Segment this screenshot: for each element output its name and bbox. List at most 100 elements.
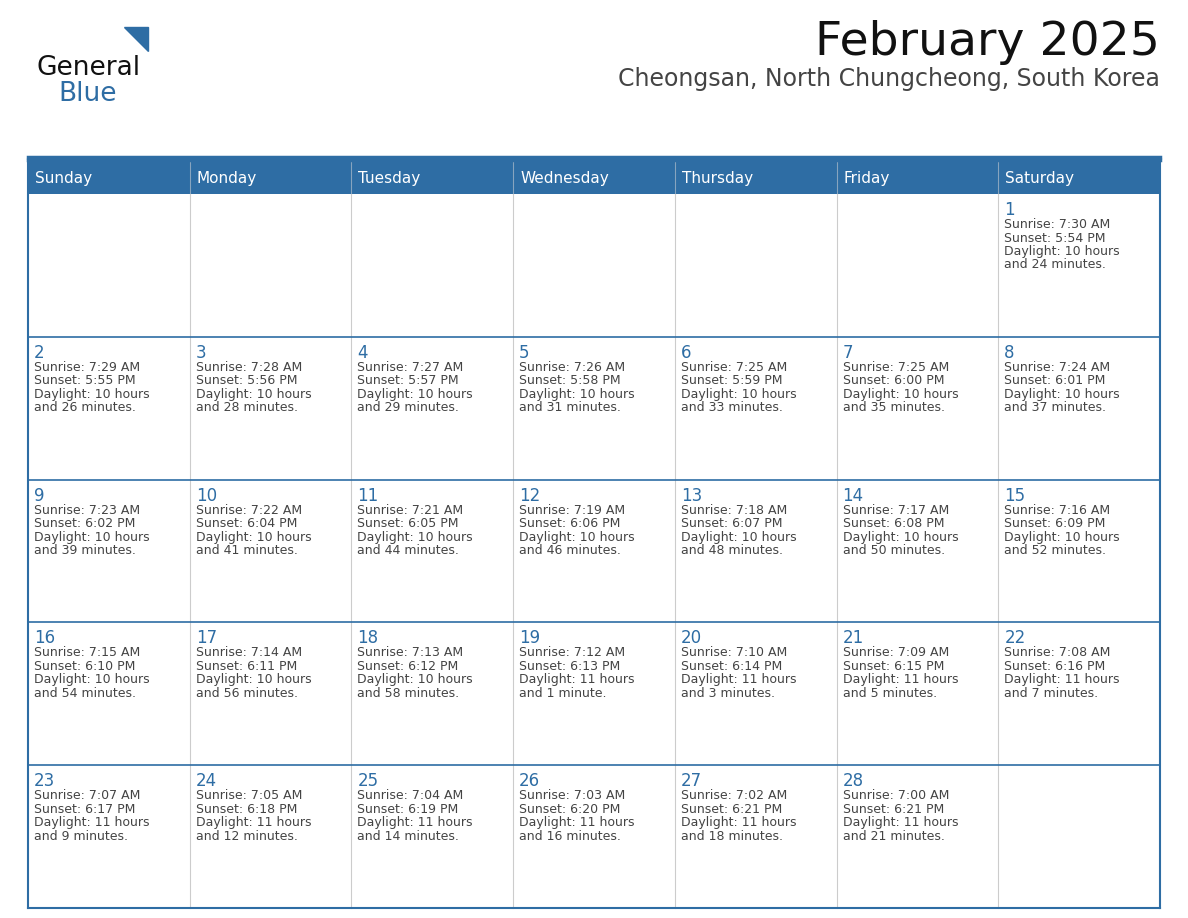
- Bar: [190, 337, 352, 479]
- Bar: [29, 337, 190, 479]
- Text: Sunset: 6:12 PM: Sunset: 6:12 PM: [358, 660, 459, 673]
- Text: Daylight: 10 hours: Daylight: 10 hours: [681, 531, 796, 543]
- Text: Daylight: 10 hours: Daylight: 10 hours: [34, 387, 150, 401]
- Text: 11: 11: [358, 487, 379, 505]
- Text: Sunrise: 7:09 AM: Sunrise: 7:09 AM: [842, 646, 949, 659]
- Text: Sunset: 6:15 PM: Sunset: 6:15 PM: [842, 660, 944, 673]
- Text: 8: 8: [1004, 344, 1015, 362]
- Text: Daylight: 11 hours: Daylight: 11 hours: [519, 816, 634, 829]
- Text: Daylight: 10 hours: Daylight: 10 hours: [681, 387, 796, 401]
- Text: Sunrise: 7:16 AM: Sunrise: 7:16 AM: [1004, 504, 1111, 517]
- Bar: [352, 766, 513, 908]
- Text: Sunrise: 7:30 AM: Sunrise: 7:30 AM: [1004, 218, 1111, 231]
- Text: 3: 3: [196, 344, 207, 362]
- Text: 17: 17: [196, 630, 217, 647]
- Text: Sunrise: 7:08 AM: Sunrise: 7:08 AM: [1004, 646, 1111, 659]
- Text: Sunrise: 7:14 AM: Sunrise: 7:14 AM: [196, 646, 302, 659]
- Text: Daylight: 10 hours: Daylight: 10 hours: [519, 387, 634, 401]
- Text: Daylight: 10 hours: Daylight: 10 hours: [358, 387, 473, 401]
- Text: and 39 minutes.: and 39 minutes.: [34, 544, 135, 557]
- Text: Sunset: 6:13 PM: Sunset: 6:13 PM: [519, 660, 620, 673]
- Bar: [998, 194, 1159, 337]
- Text: Sunset: 6:09 PM: Sunset: 6:09 PM: [1004, 517, 1106, 530]
- Text: Daylight: 11 hours: Daylight: 11 hours: [34, 816, 150, 829]
- Text: Sunset: 6:02 PM: Sunset: 6:02 PM: [34, 517, 135, 530]
- Text: Sunrise: 7:25 AM: Sunrise: 7:25 AM: [842, 361, 949, 374]
- Text: 26: 26: [519, 772, 541, 790]
- Text: 22: 22: [1004, 630, 1025, 647]
- Bar: [675, 337, 836, 479]
- Text: and 29 minutes.: and 29 minutes.: [358, 401, 460, 414]
- Text: Sunset: 6:19 PM: Sunset: 6:19 PM: [358, 802, 459, 816]
- Text: Sunrise: 7:04 AM: Sunrise: 7:04 AM: [358, 789, 463, 802]
- Text: Daylight: 10 hours: Daylight: 10 hours: [34, 674, 150, 687]
- Bar: [513, 337, 675, 479]
- Text: Sunrise: 7:10 AM: Sunrise: 7:10 AM: [681, 646, 788, 659]
- Text: Sunrise: 7:02 AM: Sunrise: 7:02 AM: [681, 789, 788, 802]
- Text: February 2025: February 2025: [815, 20, 1159, 65]
- Text: and 50 minutes.: and 50 minutes.: [842, 544, 944, 557]
- Text: and 3 minutes.: and 3 minutes.: [681, 687, 775, 700]
- Text: and 37 minutes.: and 37 minutes.: [1004, 401, 1106, 414]
- Text: and 5 minutes.: and 5 minutes.: [842, 687, 936, 700]
- Text: Friday: Friday: [843, 171, 890, 185]
- Bar: [998, 766, 1159, 908]
- Text: Sunset: 5:54 PM: Sunset: 5:54 PM: [1004, 231, 1106, 244]
- Text: Sunset: 6:01 PM: Sunset: 6:01 PM: [1004, 375, 1106, 387]
- Text: Daylight: 11 hours: Daylight: 11 hours: [519, 674, 634, 687]
- Bar: [352, 194, 513, 337]
- Text: Sunrise: 7:18 AM: Sunrise: 7:18 AM: [681, 504, 788, 517]
- Text: 20: 20: [681, 630, 702, 647]
- Text: Sunset: 5:57 PM: Sunset: 5:57 PM: [358, 375, 459, 387]
- Bar: [352, 337, 513, 479]
- Text: Sunset: 6:16 PM: Sunset: 6:16 PM: [1004, 660, 1106, 673]
- Text: Sunset: 6:11 PM: Sunset: 6:11 PM: [196, 660, 297, 673]
- Text: 7: 7: [842, 344, 853, 362]
- Text: General: General: [36, 55, 140, 81]
- Text: Cheongsan, North Chungcheong, South Korea: Cheongsan, North Chungcheong, South Kore…: [618, 67, 1159, 91]
- Text: Sunrise: 7:15 AM: Sunrise: 7:15 AM: [34, 646, 140, 659]
- Bar: [513, 766, 675, 908]
- Bar: [190, 766, 352, 908]
- Text: and 28 minutes.: and 28 minutes.: [196, 401, 298, 414]
- Text: Thursday: Thursday: [682, 171, 753, 185]
- Bar: [29, 479, 190, 622]
- Text: Sunset: 5:59 PM: Sunset: 5:59 PM: [681, 375, 783, 387]
- Text: Tuesday: Tuesday: [359, 171, 421, 185]
- Bar: [836, 479, 998, 622]
- Text: Sunrise: 7:24 AM: Sunrise: 7:24 AM: [1004, 361, 1111, 374]
- Bar: [352, 622, 513, 766]
- Text: and 44 minutes.: and 44 minutes.: [358, 544, 460, 557]
- Text: Sunrise: 7:07 AM: Sunrise: 7:07 AM: [34, 789, 140, 802]
- Text: and 21 minutes.: and 21 minutes.: [842, 830, 944, 843]
- Text: Daylight: 11 hours: Daylight: 11 hours: [196, 816, 311, 829]
- Text: Sunset: 5:58 PM: Sunset: 5:58 PM: [519, 375, 621, 387]
- Text: 9: 9: [34, 487, 44, 505]
- Text: 23: 23: [34, 772, 56, 790]
- Text: Daylight: 11 hours: Daylight: 11 hours: [1004, 674, 1120, 687]
- Text: and 48 minutes.: and 48 minutes.: [681, 544, 783, 557]
- Text: Sunset: 5:56 PM: Sunset: 5:56 PM: [196, 375, 297, 387]
- Bar: [836, 622, 998, 766]
- Text: Daylight: 11 hours: Daylight: 11 hours: [681, 816, 796, 829]
- Text: and 46 minutes.: and 46 minutes.: [519, 544, 621, 557]
- Text: and 26 minutes.: and 26 minutes.: [34, 401, 135, 414]
- Text: Sunset: 5:55 PM: Sunset: 5:55 PM: [34, 375, 135, 387]
- Text: Blue: Blue: [58, 81, 116, 107]
- Text: Sunrise: 7:21 AM: Sunrise: 7:21 AM: [358, 504, 463, 517]
- Text: Sunday: Sunday: [34, 171, 93, 185]
- Text: 28: 28: [842, 772, 864, 790]
- Text: 14: 14: [842, 487, 864, 505]
- Text: and 9 minutes.: and 9 minutes.: [34, 830, 128, 843]
- Text: and 14 minutes.: and 14 minutes.: [358, 830, 460, 843]
- Text: Sunset: 6:17 PM: Sunset: 6:17 PM: [34, 802, 135, 816]
- Text: Sunset: 6:21 PM: Sunset: 6:21 PM: [842, 802, 943, 816]
- Polygon shape: [124, 27, 148, 51]
- Bar: [513, 194, 675, 337]
- Text: Sunset: 6:08 PM: Sunset: 6:08 PM: [842, 517, 944, 530]
- Text: Sunset: 6:04 PM: Sunset: 6:04 PM: [196, 517, 297, 530]
- Text: 12: 12: [519, 487, 541, 505]
- Text: Daylight: 10 hours: Daylight: 10 hours: [842, 387, 959, 401]
- Text: Daylight: 11 hours: Daylight: 11 hours: [842, 816, 958, 829]
- Text: and 58 minutes.: and 58 minutes.: [358, 687, 460, 700]
